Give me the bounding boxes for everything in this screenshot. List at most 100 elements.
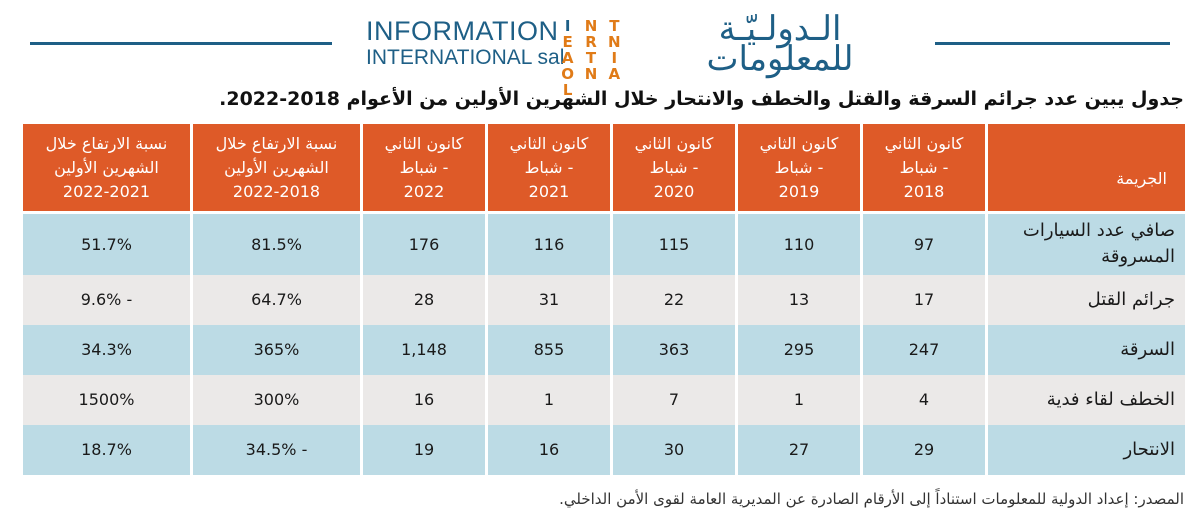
value-cell: 51.7% [20, 212, 193, 275]
table-row: الانتحار 29 27 30 16 19- 34.5% 18.7% [20, 424, 1188, 475]
value-cell: 18.7% [20, 424, 193, 475]
table-header-row: الجريمة كانون الثاني - شباط 2018 كانون الثان… [20, 121, 1188, 214]
value-cell: 17 [860, 274, 988, 325]
header-line: الجريمة [1116, 168, 1167, 188]
page-title: جدول يبين عدد جرائم السرقة والقتل والخطف… [219, 88, 1184, 110]
header-line: 2022 [403, 181, 445, 201]
value-cell: 1 [485, 374, 613, 425]
value-cell: 110 [735, 212, 863, 275]
logo-mark-letter: A [561, 49, 574, 67]
crime-name-cell: صافي عدد السيارات المسروقة [985, 212, 1188, 275]
value-cell: 19 [360, 424, 488, 475]
value-cell: 34.3% [20, 324, 193, 375]
crime-name-cell: الخطف لقاء فدية [985, 374, 1188, 425]
value-cell: 27 [735, 424, 863, 475]
logo-mark-letter: L [562, 81, 573, 99]
logo-mark-letter: T [585, 49, 597, 67]
header-rule-right [935, 42, 1170, 45]
crime-name-cell: السرقة [985, 324, 1188, 375]
header-line: 2020 [653, 181, 695, 201]
value-cell: 30 [610, 424, 738, 475]
header-line: 2018 [903, 181, 945, 201]
value-cell: 13 [735, 274, 863, 325]
header-crime: الجريمة [985, 121, 1188, 214]
logo-mark-letter: O [561, 65, 575, 83]
value-cell: 28 [360, 274, 488, 325]
table-row: صافي عدد السيارات المسروقة 97 110 115 116 176… [20, 212, 1188, 275]
header-line: نسبة الارتفاع خلال [215, 133, 338, 153]
value-cell: 116 [485, 212, 613, 275]
header-line: 2019 [778, 181, 820, 201]
value-cell: 365% [190, 324, 363, 375]
header-line: الشهرين الأولين [224, 157, 329, 177]
header-line: كانون الثاني [759, 133, 839, 153]
header-line: 2021 [528, 181, 570, 201]
header-line: - شباط [649, 157, 699, 177]
header-line: 2022-2018 [232, 181, 321, 201]
logo-mark-letter: I [564, 17, 571, 35]
header-column-3: كانون الثاني - شباط 2020 [610, 121, 738, 214]
logo-mark-letter: T [609, 17, 620, 35]
header-line: كانون الثاني [509, 133, 589, 153]
header-line: كانون الثاني [634, 133, 714, 153]
logo-english-line2: INTERNATIONAL sal [366, 46, 565, 69]
header-rule-left [30, 42, 332, 45]
header-column-5: كانون الثاني - شباط 2022 [360, 121, 488, 214]
header-column-1: كانون الثاني - شباط 2018 [860, 121, 988, 214]
value-cell: 1 [735, 374, 863, 425]
logo-english: INFORMATION INTERNATIONAL sal [366, 16, 565, 69]
logo-english-line1: INFORMATION [366, 16, 559, 46]
value-cell: 4 [860, 374, 988, 425]
table-body: صافي عدد السيارات المسروقة 97 110 115 116 176… [20, 212, 1188, 475]
header-line: - شباط [524, 157, 574, 177]
value-cell: 22 [610, 274, 738, 325]
header-line: كانون الثاني [884, 133, 964, 153]
header-column-2: كانون الثاني - شباط 2019 [735, 121, 863, 214]
header-line: نسبة الارتفاع خلال [45, 133, 168, 153]
table-row: الخطف لقاء فدية 4 1 7 1 16 300% 1500% [20, 374, 1188, 425]
header-line: الشهرين الأولين [54, 157, 159, 177]
table-row: جرائم القتل 17 13 22 31 28 64.7% - 9.6% [20, 274, 1188, 325]
value-cell: 97 [860, 212, 988, 275]
source-note: المصدر: إعداد الدولية للمعلومات استناداً… [559, 490, 1184, 508]
value-cell: 855 [485, 324, 613, 375]
value-cell: 31 [485, 274, 613, 325]
header-line: 2022-2021 [62, 181, 151, 201]
value-cell: 81.5% [190, 212, 363, 275]
header-line: كانون الثاني [384, 133, 464, 153]
value-cell: 29 [860, 424, 988, 475]
header-line: - شباط [399, 157, 449, 177]
value-cell: 64.7% [190, 274, 363, 325]
value-cell: - 9.6% [20, 274, 193, 325]
value-cell: 1,148 [360, 324, 488, 375]
logo-arabic: الـدولـيّـة للمعلومات [706, 9, 854, 79]
crime-table: الجريمة كانون الثاني - شباط 2018 كانون الثان… [20, 121, 1188, 475]
logo-mark-letter: N [584, 65, 598, 83]
logo-mark-letter: N [584, 17, 598, 35]
value-cell: 1500% [20, 374, 193, 425]
crime-name-cell: جرائم القتل [985, 274, 1188, 325]
header-column-6: نسبة الارتفاع خلال الشهرين الأولين 2022-20… [190, 121, 363, 214]
logo-mark-letter: E [562, 33, 573, 51]
value-cell: 295 [735, 324, 863, 375]
value-cell: 363 [610, 324, 738, 375]
value-cell: 16 [485, 424, 613, 475]
value-cell: 176 [360, 212, 488, 275]
logo-mark-letter: I [611, 49, 618, 67]
table-row: السرقة 247 295 363 855 1,148 365% 34.3% [20, 324, 1188, 375]
value-cell: 247 [860, 324, 988, 375]
header-column-7: نسبة الارتفاع خلال الشهرين الأولين 2022-20… [20, 121, 193, 214]
crime-name-cell: الانتحار [985, 424, 1188, 475]
value-cell: 115 [610, 212, 738, 275]
header-column-4: كانون الثاني - شباط 2021 [485, 121, 613, 214]
value-cell: 16 [360, 374, 488, 425]
logo-mark-letter: A [608, 65, 621, 83]
value-cell: - 34.5% [190, 424, 363, 475]
header-line: - شباط [774, 157, 824, 177]
logo-mark-letter: R [585, 33, 597, 51]
logo-mark-letter: N [608, 33, 621, 51]
value-cell: 300% [190, 374, 363, 425]
value-cell: 7 [610, 374, 738, 425]
